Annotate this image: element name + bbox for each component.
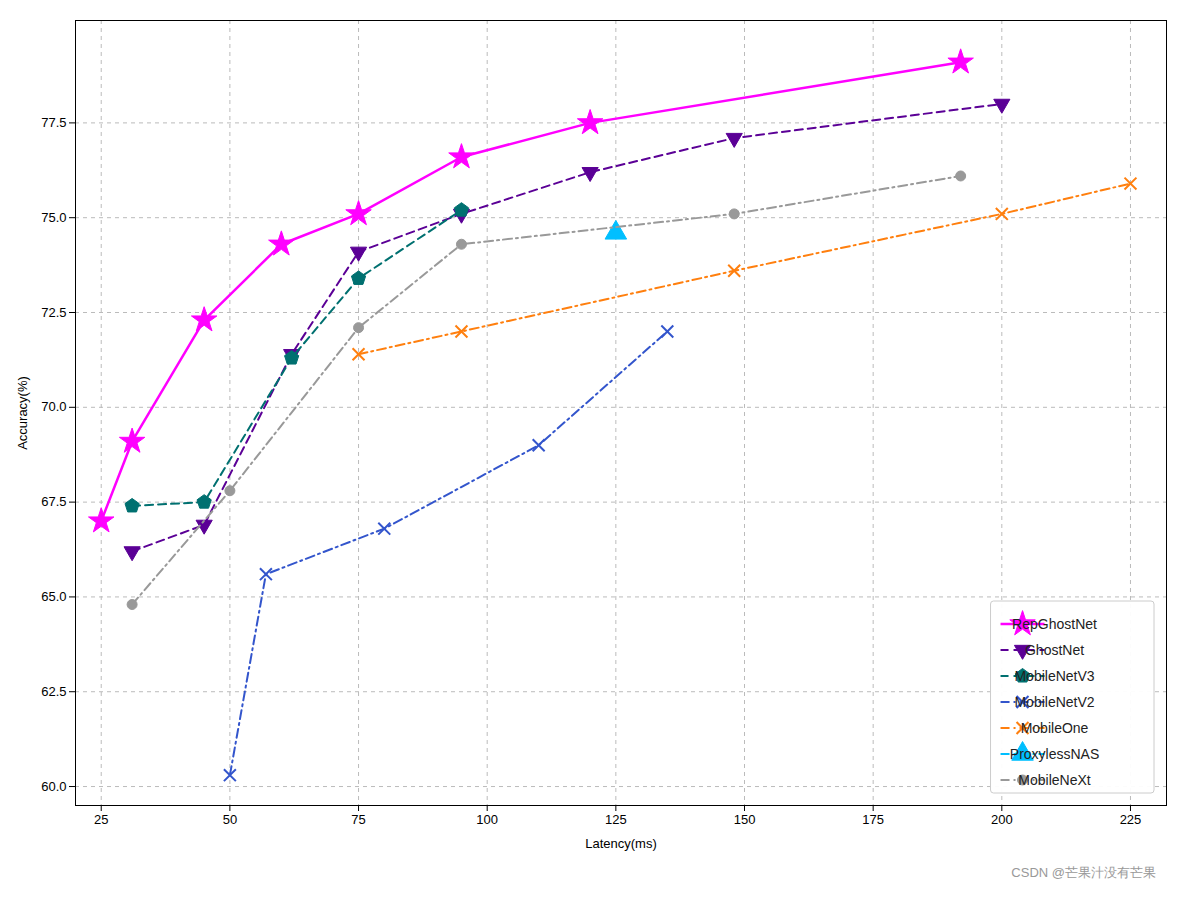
svg-text:77.5: 77.5 — [41, 115, 66, 130]
svg-text:MobileOne: MobileOne — [1021, 720, 1089, 736]
svg-text:125: 125 — [605, 812, 627, 827]
svg-text:75: 75 — [351, 812, 365, 827]
svg-text:MobileNetV3: MobileNetV3 — [1014, 668, 1094, 684]
svg-text:MobileNetV2: MobileNetV2 — [1014, 694, 1094, 710]
svg-text:GhostNet: GhostNet — [1025, 642, 1084, 658]
svg-text:150: 150 — [734, 812, 756, 827]
svg-text:60.0: 60.0 — [41, 779, 66, 794]
svg-text:50: 50 — [223, 812, 237, 827]
svg-text:65.0: 65.0 — [41, 589, 66, 604]
svg-text:67.5: 67.5 — [41, 494, 66, 509]
svg-text:175: 175 — [862, 812, 884, 827]
svg-text:RepGhostNet: RepGhostNet — [1012, 616, 1097, 632]
svg-text:MobileNeXt: MobileNeXt — [1018, 772, 1090, 788]
svg-text:25: 25 — [94, 812, 108, 827]
svg-text:225: 225 — [1120, 812, 1142, 827]
svg-text:62.5: 62.5 — [41, 684, 66, 699]
html-text:CSDN @芒果汁没有芒果: CSDN @芒果汁没有芒果 — [1011, 865, 1156, 880]
svg-text:Latency(ms): Latency(ms) — [585, 836, 657, 851]
svg-text:100: 100 — [476, 812, 498, 827]
svg-text:72.5: 72.5 — [41, 305, 66, 320]
svg-text:200: 200 — [991, 812, 1013, 827]
svg-text:70.0: 70.0 — [41, 399, 66, 414]
svg-text:Accuracy(%): Accuracy(%) — [15, 376, 30, 450]
svg-text:75.0: 75.0 — [41, 210, 66, 225]
svg-text:ProxylessNAS: ProxylessNAS — [1010, 746, 1099, 762]
